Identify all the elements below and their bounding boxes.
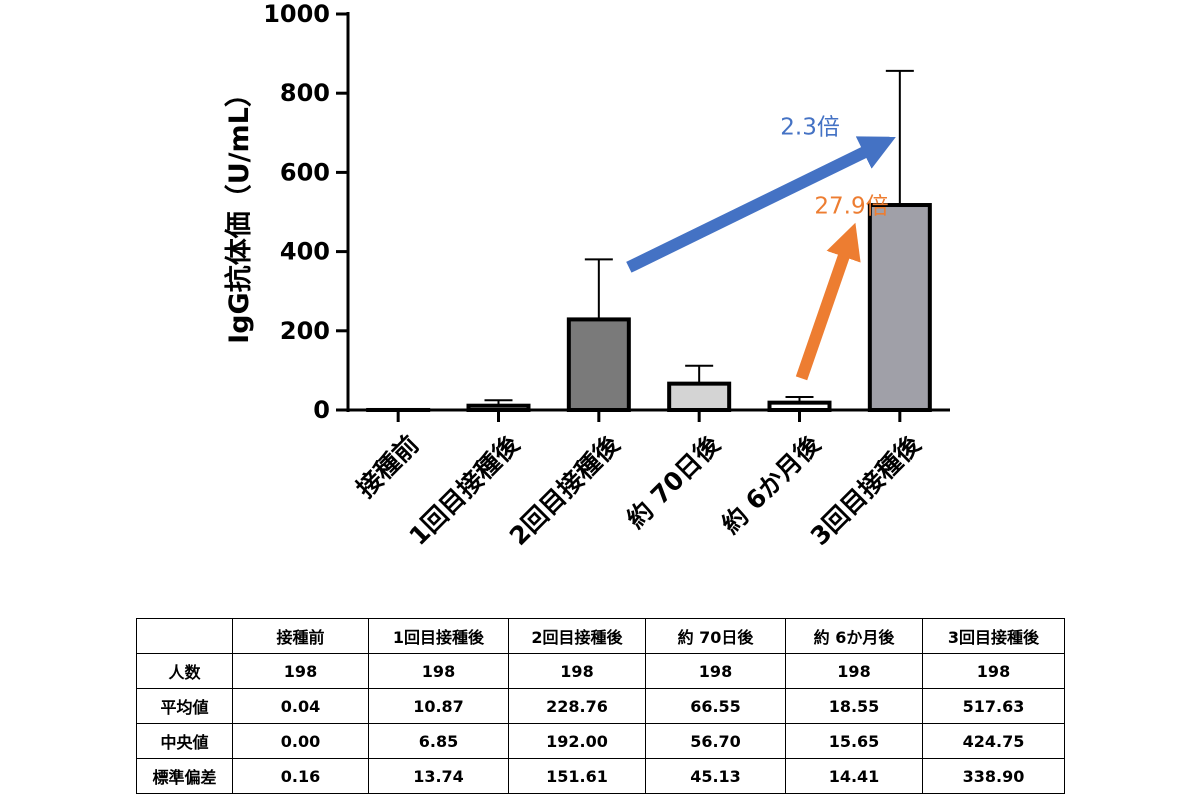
header-cell bbox=[136, 618, 233, 654]
table-cell: 198 bbox=[645, 653, 786, 689]
table-cell: 15.65 bbox=[785, 723, 923, 759]
table-header-row: 接種前 1回目接種後 2回目接種後 約 70日後 約 6か月後 3回目接種後 bbox=[136, 618, 1065, 654]
table-row: 中央値 0.00 6.85 192.00 56.70 15.65 424.75 bbox=[136, 723, 1065, 759]
y-tick-label: 200 bbox=[280, 317, 330, 345]
header-cell: 2回目接種後 bbox=[508, 618, 646, 654]
table-cell: 13.74 bbox=[368, 758, 509, 794]
table-cell: 0.00 bbox=[232, 723, 369, 759]
fold-change-label-blue: 2.3倍 bbox=[780, 115, 840, 141]
table-cell: 198 bbox=[785, 653, 923, 689]
table-cell: 0.04 bbox=[232, 688, 369, 724]
bar bbox=[566, 317, 631, 412]
x-tick-label: 2回目接種後 bbox=[504, 429, 626, 551]
table-cell: 10.87 bbox=[368, 688, 509, 724]
fold-change-arrow-orange bbox=[795, 222, 861, 381]
table-cell: 6.85 bbox=[368, 723, 509, 759]
table-cell: 18.55 bbox=[785, 688, 923, 724]
table-row: 平均値 0.04 10.87 228.76 66.55 18.55 517.63 bbox=[136, 688, 1065, 724]
table-cell: 66.55 bbox=[645, 688, 786, 724]
table-cell: 56.70 bbox=[645, 723, 786, 759]
table-cell: 228.76 bbox=[508, 688, 646, 724]
row-label: 標準偏差 bbox=[136, 758, 233, 794]
table-cell: 192.00 bbox=[508, 723, 646, 759]
row-label: 中央値 bbox=[136, 723, 233, 759]
y-tick-label: 1000 bbox=[263, 0, 330, 28]
bar-chart: IgG抗体価（U/mL） 02004006008001000接種前1回目接種後2… bbox=[223, 0, 950, 551]
table-cell: 151.61 bbox=[508, 758, 646, 794]
y-tick-label: 400 bbox=[280, 238, 330, 266]
x-tick-label: 約 6か月後 bbox=[716, 429, 826, 539]
bar bbox=[767, 400, 832, 413]
summary-table: 接種前 1回目接種後 2回目接種後 約 70日後 約 6か月後 3回目接種後 人… bbox=[136, 618, 1065, 794]
table-cell: 198 bbox=[232, 653, 369, 689]
y-tick-label: 0 bbox=[313, 396, 330, 424]
table-cell: 198 bbox=[508, 653, 646, 689]
fold-change-label-orange: 27.9倍 bbox=[814, 194, 888, 220]
bar bbox=[466, 403, 531, 412]
table-cell: 198 bbox=[922, 653, 1065, 689]
table-row: 標準偏差 0.16 13.74 151.61 45.13 14.41 338.9… bbox=[136, 758, 1065, 794]
annotations: 2.3倍 27.9倍 bbox=[626, 115, 897, 381]
table-cell: 14.41 bbox=[785, 758, 923, 794]
table-row: 人数 198 198 198 198 198 198 bbox=[136, 653, 1065, 689]
y-tick-label: 800 bbox=[280, 79, 330, 107]
header-cell: 約 70日後 bbox=[645, 618, 786, 654]
x-tick-label: 接種前 bbox=[351, 430, 425, 504]
header-cell: 接種前 bbox=[232, 618, 369, 654]
header-cell: 3回目接種後 bbox=[922, 618, 1065, 654]
header-cell: 1回目接種後 bbox=[368, 618, 509, 654]
table-cell: 45.13 bbox=[645, 758, 786, 794]
bar bbox=[867, 203, 932, 412]
table-cell: 198 bbox=[368, 653, 509, 689]
y-tick-label: 600 bbox=[280, 158, 330, 186]
row-label: 平均値 bbox=[136, 688, 233, 724]
row-label: 人数 bbox=[136, 653, 233, 689]
header-cell: 約 6か月後 bbox=[785, 618, 923, 654]
table-cell: 0.16 bbox=[232, 758, 369, 794]
bar bbox=[667, 381, 732, 413]
bars bbox=[366, 69, 932, 413]
x-tick-label: 3回目接種後 bbox=[805, 429, 927, 551]
y-axis-label: IgG抗体価（U/mL） bbox=[223, 80, 255, 344]
table-cell: 424.75 bbox=[922, 723, 1065, 759]
table-cell: 338.90 bbox=[922, 758, 1065, 794]
x-tick-label: 約 70日後 bbox=[621, 429, 726, 534]
fold-change-arrow-blue bbox=[626, 136, 897, 273]
table-cell: 517.63 bbox=[922, 688, 1065, 724]
